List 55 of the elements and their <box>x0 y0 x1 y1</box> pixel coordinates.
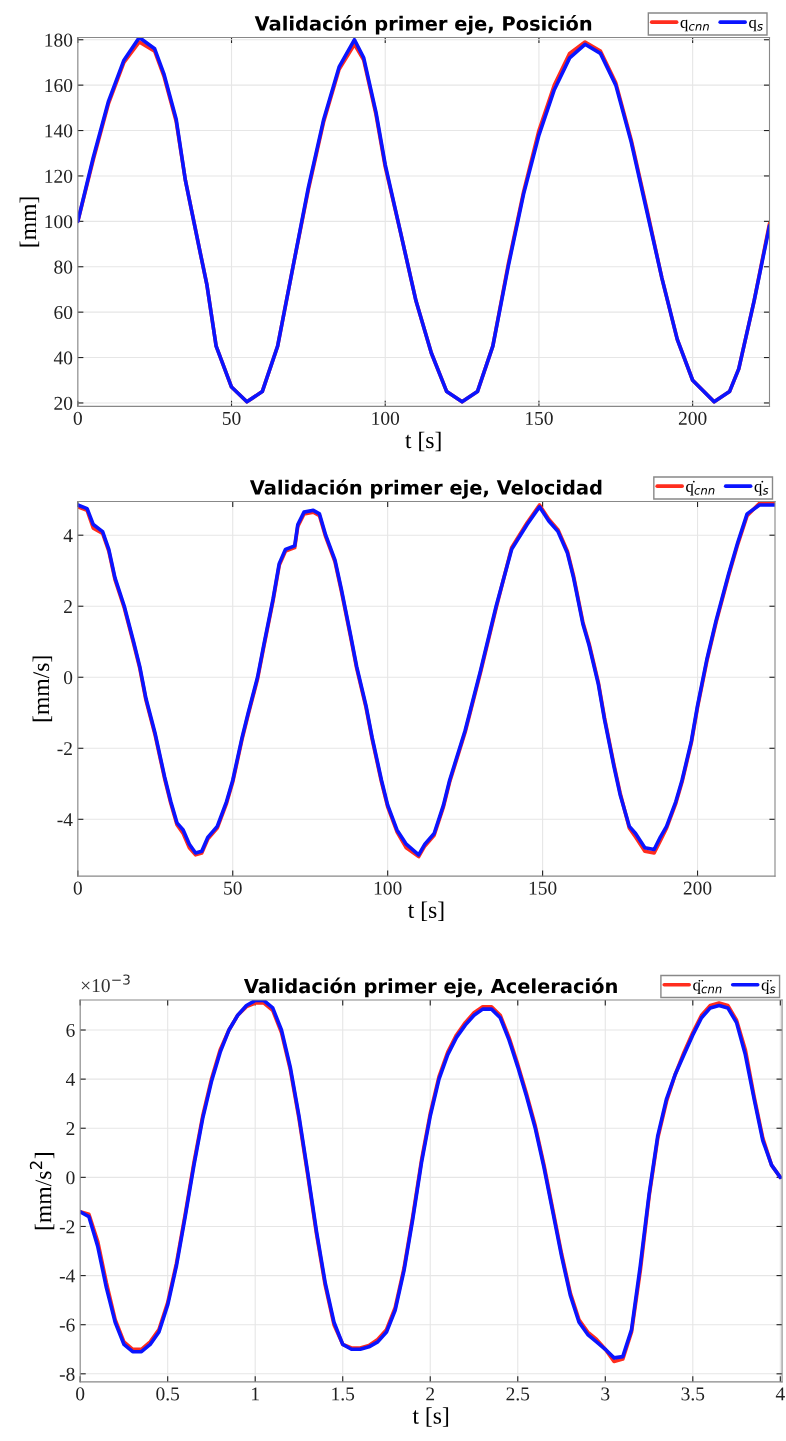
x-tick-label: 150 <box>529 881 557 895</box>
x-tick-label: 2 <box>426 1387 435 1401</box>
legend-label: q$_{cnn}$ <box>680 19 709 32</box>
text: ×10$^{−3}$ <box>81 974 130 993</box>
chart-title: Validación primer eje, Aceleración <box>243 977 617 998</box>
y-axis-title: [mm/s$^{2}$] <box>29 1153 55 1230</box>
chart-title: Validación primer eje, Velocidad <box>249 478 602 499</box>
y-tick-label: -2 <box>57 742 72 756</box>
x-tick-label: 50 <box>222 411 241 425</box>
y-tick-label: -4 <box>59 1269 76 1283</box>
y-tick-label: -4 <box>57 813 73 827</box>
y-tick-label: 6 <box>66 1023 75 1037</box>
x-axis-title: t [s] <box>412 1407 449 1427</box>
x-tick-label: 150 <box>526 411 553 425</box>
y-tick-label: 100 <box>45 215 73 229</box>
x-tick-label: 100 <box>374 881 402 895</box>
y-tick-label: 20 <box>54 396 73 410</box>
y-tick-label: 0 <box>66 1171 75 1185</box>
y-tick-label: 160 <box>45 78 73 93</box>
legend-label: q̈$_{cnn}$ <box>693 979 722 994</box>
y-tick-label: 40 <box>53 351 73 365</box>
y-tick-label: -2 <box>59 1220 75 1234</box>
legend-label: q̈$_{s}$ <box>761 979 776 994</box>
x-tick-label: 0.5 <box>156 1387 180 1401</box>
legend-label: q$_{s}$ <box>749 19 763 32</box>
x-tick-label: 3 <box>601 1387 610 1401</box>
y-tick-label: 80 <box>54 260 73 274</box>
y-tick-label: 2 <box>64 600 72 613</box>
x-tick-label: 100 <box>372 411 400 425</box>
x-tick-label: 0 <box>76 1387 85 1401</box>
y-tick-label: 0 <box>63 671 73 685</box>
x-tick-label: 4 <box>775 1387 785 1401</box>
y-tick-label: 4 <box>63 529 73 542</box>
x-tick-label: 50 <box>224 881 242 895</box>
y-axis-title: [mm] <box>19 197 40 247</box>
y-axis-title: [mm/s] <box>32 656 53 722</box>
x-axis-title: t [s] <box>405 431 441 452</box>
y-tick-label: -6 <box>59 1318 75 1332</box>
y-tick-label: 180 <box>45 33 73 47</box>
x-tick-label: 2.5 <box>506 1387 530 1401</box>
x-tick-label: 3.5 <box>681 1387 705 1401</box>
y-tick-label: -8 <box>59 1367 75 1381</box>
x-axis-title: t [s] <box>407 901 444 921</box>
y-tick-label: 4 <box>65 1073 76 1086</box>
x-tick-label: 200 <box>678 411 707 425</box>
x-tick-label: 1 <box>252 1387 259 1401</box>
y-tick-label: 60 <box>54 305 73 320</box>
x-tick-label: 1.5 <box>332 1387 355 1401</box>
x-tick-label: 200 <box>683 881 712 895</box>
legend-label: q̇$_{s}$ <box>754 480 769 496</box>
y-tick-label: 140 <box>45 124 73 138</box>
chart-title: Validación primer eje, Posición <box>254 14 592 35</box>
legend-label: q̇$_{cnn}$ <box>686 480 715 496</box>
y-tick-label: 120 <box>45 169 73 183</box>
y-tick-label: 2 <box>66 1122 75 1135</box>
